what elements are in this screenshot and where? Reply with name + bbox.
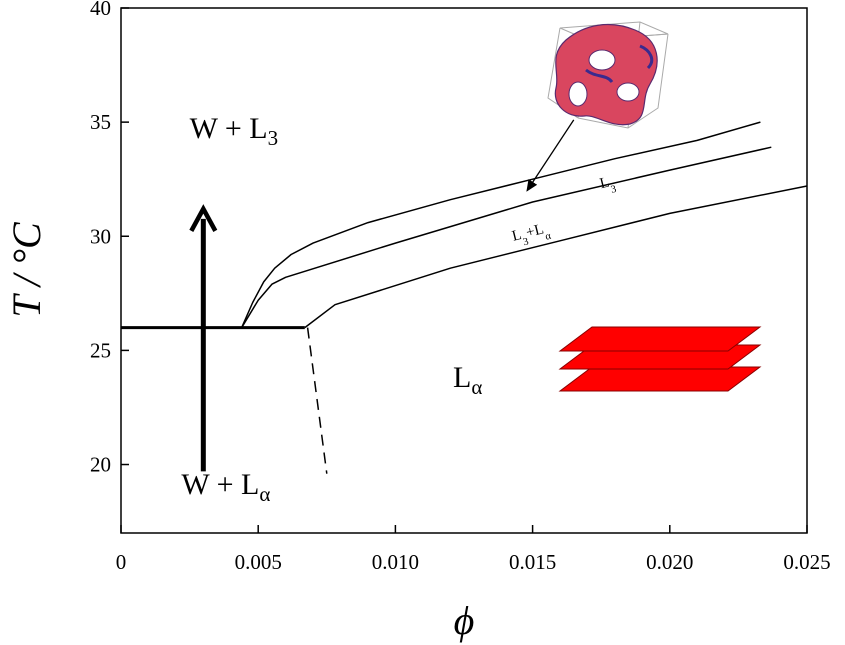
- x-tick-label: 0.020: [646, 550, 693, 574]
- annotations: W + L3 W + Lα Lα L3 L3+Lα: [181, 112, 617, 506]
- region-label-2: W + Lα: [181, 468, 270, 506]
- sponge-tunnel: [585, 68, 614, 84]
- boundary-line-2: [241, 121, 761, 328]
- boundary-line-3: [241, 146, 772, 328]
- inset-pointer-arrow: [526, 119, 575, 192]
- x-tick-label: 0.010: [372, 550, 419, 574]
- boundary-line-4: [304, 185, 808, 329]
- layers-icon: [558, 326, 762, 392]
- sponge-hole: [568, 81, 588, 107]
- region-label-1: W + L3: [190, 112, 279, 150]
- lamella-sheet: [558, 326, 762, 352]
- x-tick-label: 0: [116, 550, 127, 574]
- y-tick-label: 40: [90, 0, 111, 20]
- lamella-sheet: [558, 366, 762, 392]
- axis-ticks: [120, 7, 808, 533]
- lamellar-inset: [558, 326, 762, 392]
- curve-label-4: L3: [598, 173, 617, 198]
- region-label-3: Lα: [453, 361, 482, 399]
- sponge-tunnel: [639, 44, 654, 70]
- sponge-inset: [547, 21, 669, 129]
- sponge-hole: [588, 49, 616, 71]
- y-tick-label: 30: [90, 224, 111, 248]
- y-tick-label: 35: [90, 110, 111, 134]
- plot-frame: [120, 7, 808, 534]
- boundary-line-5: [306, 327, 328, 474]
- axis-tick-labels: 0 0.005 0.010 0.015 0.020 0.025 20 25 30 35 40: [90, 0, 831, 574]
- curve-label-5: L3+Lα: [510, 220, 552, 251]
- y-tick-label: 25: [90, 338, 111, 362]
- x-tick-label: 0.025: [783, 550, 830, 574]
- sponge-surface: [554, 23, 658, 126]
- x-axis-label: ϕ: [454, 598, 475, 643]
- sponge-hole: [616, 82, 640, 102]
- heating-arrow-head: [189, 204, 218, 232]
- x-tick-label: 0.015: [509, 550, 556, 574]
- phase-boundaries: [121, 121, 808, 474]
- y-axis-label: T / °C: [4, 221, 49, 318]
- y-tick-label: 20: [90, 453, 111, 477]
- x-tick-label: 0.005: [235, 550, 282, 574]
